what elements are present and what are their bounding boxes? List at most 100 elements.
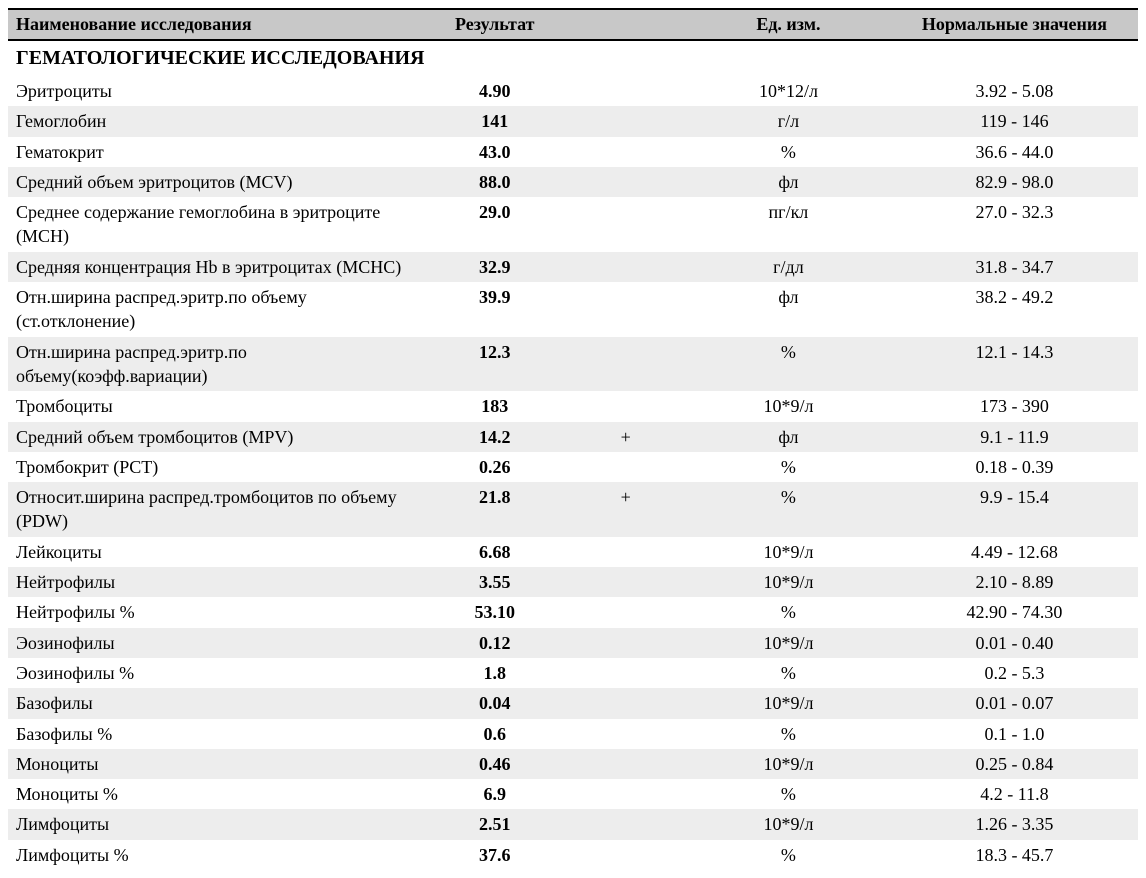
cell-result: 53.10	[424, 597, 566, 627]
table-row: Нейтрофилы3.5510*9/л2.10 - 8.89	[8, 567, 1138, 597]
cell-reference: 36.6 - 44.0	[891, 137, 1138, 167]
cell-reference: 0.18 - 0.39	[891, 452, 1138, 482]
cell-result: 14.2	[424, 422, 566, 452]
cell-unit: 10*9/л	[686, 688, 891, 718]
cell-test-name: Среднее содержание гемоглобина в эритроц…	[8, 197, 424, 252]
cell-test-name: Отн.ширина распред.эритр.по объему(коэфф…	[8, 337, 424, 392]
cell-result: 0.46	[424, 749, 566, 779]
cell-result: 0.04	[424, 688, 566, 718]
cell-result: 29.0	[424, 197, 566, 252]
cell-reference: 3.92 - 5.08	[891, 76, 1138, 106]
cell-flag: +	[566, 482, 686, 537]
table-row: Отн.ширина распред.эритр.по объему(коэфф…	[8, 337, 1138, 392]
cell-result: 1.8	[424, 658, 566, 688]
cell-unit: %	[686, 779, 891, 809]
cell-flag	[566, 167, 686, 197]
cell-test-name: Отн.ширина распред.эритр.по объему (ст.о…	[8, 282, 424, 337]
cell-flag	[566, 137, 686, 167]
cell-flag	[566, 840, 686, 870]
cell-flag	[566, 76, 686, 106]
cell-result: 39.9	[424, 282, 566, 337]
cell-reference: 9.9 - 15.4	[891, 482, 1138, 537]
header-result: Результат	[424, 9, 566, 40]
cell-flag	[566, 252, 686, 282]
table-row: Нейтрофилы %53.10%42.90 - 74.30	[8, 597, 1138, 627]
table-row: Лимфоциты %37.6%18.3 - 45.7	[8, 840, 1138, 870]
cell-unit: г/л	[686, 106, 891, 136]
cell-unit: %	[686, 482, 891, 537]
cell-flag	[566, 809, 686, 839]
cell-reference: 0.2 - 5.3	[891, 658, 1138, 688]
cell-flag: +	[566, 422, 686, 452]
header-flag	[566, 9, 686, 40]
cell-result: 88.0	[424, 167, 566, 197]
cell-reference: 173 - 390	[891, 391, 1138, 421]
cell-flag	[566, 749, 686, 779]
cell-reference: 4.49 - 12.68	[891, 537, 1138, 567]
cell-test-name: Средний объем эритроцитов (MCV)	[8, 167, 424, 197]
cell-unit: %	[686, 658, 891, 688]
cell-test-name: Базофилы	[8, 688, 424, 718]
cell-flag	[566, 719, 686, 749]
table-header-row: Наименование исследования Результат Ед. …	[8, 9, 1138, 40]
cell-flag	[566, 282, 686, 337]
cell-test-name: Лейкоциты	[8, 537, 424, 567]
cell-test-name: Базофилы %	[8, 719, 424, 749]
cell-flag	[566, 197, 686, 252]
cell-unit: 10*12/л	[686, 76, 891, 106]
header-unit: Ед. изм.	[686, 9, 891, 40]
cell-reference: 27.0 - 32.3	[891, 197, 1138, 252]
cell-result: 141	[424, 106, 566, 136]
cell-reference: 0.25 - 0.84	[891, 749, 1138, 779]
cell-flag	[566, 628, 686, 658]
cell-unit: 10*9/л	[686, 567, 891, 597]
cell-test-name: Средний объем тромбоцитов (MPV)	[8, 422, 424, 452]
cell-reference: 31.8 - 34.7	[891, 252, 1138, 282]
cell-flag	[566, 597, 686, 627]
table-row: Лейкоциты6.6810*9/л4.49 - 12.68	[8, 537, 1138, 567]
table-row: Отн.ширина распред.эритр.по объему (ст.о…	[8, 282, 1138, 337]
cell-reference: 82.9 - 98.0	[891, 167, 1138, 197]
cell-unit: 10*9/л	[686, 391, 891, 421]
cell-reference: 0.01 - 0.07	[891, 688, 1138, 718]
cell-reference: 42.90 - 74.30	[891, 597, 1138, 627]
section-title: ГЕМАТОЛОГИЧЕСКИЕ ИССЛЕДОВАНИЯ	[8, 40, 1138, 76]
cell-test-name: Тромбоциты	[8, 391, 424, 421]
cell-test-name: Относит.ширина распред.тромбоцитов по об…	[8, 482, 424, 537]
table-row: Среднее содержание гемоглобина в эритроц…	[8, 197, 1138, 252]
table-body: ГЕМАТОЛОГИЧЕСКИЕ ИССЛЕДОВАНИЯ Эритроциты…	[8, 40, 1138, 870]
cell-unit: %	[686, 840, 891, 870]
cell-result: 6.9	[424, 779, 566, 809]
table-row: Средняя концентрация Hb в эритроцитах (M…	[8, 252, 1138, 282]
table-row: Средний объем эритроцитов (MCV)88.0 фл82.…	[8, 167, 1138, 197]
cell-unit: 10*9/л	[686, 749, 891, 779]
cell-reference: 12.1 - 14.3	[891, 337, 1138, 392]
cell-result: 12.3	[424, 337, 566, 392]
cell-result: 2.51	[424, 809, 566, 839]
cell-unit: %	[686, 719, 891, 749]
cell-unit: 10*9/л	[686, 628, 891, 658]
table-row: Тромбокрит (PCT)0.26%0.18 - 0.39	[8, 452, 1138, 482]
cell-test-name: Средняя концентрация Hb в эритроцитах (M…	[8, 252, 424, 282]
cell-reference: 2.10 - 8.89	[891, 567, 1138, 597]
cell-unit: 10*9/л	[686, 537, 891, 567]
cell-unit: фл	[686, 282, 891, 337]
cell-result: 183	[424, 391, 566, 421]
table-row: Эритроциты4.9010*12/л3.92 - 5.08	[8, 76, 1138, 106]
table-row: Средний объем тромбоцитов (MPV)14.2+фл9.…	[8, 422, 1138, 452]
header-name: Наименование исследования	[8, 9, 424, 40]
cell-result: 37.6	[424, 840, 566, 870]
cell-reference: 1.26 - 3.35	[891, 809, 1138, 839]
cell-reference: 0.01 - 0.40	[891, 628, 1138, 658]
cell-flag	[566, 658, 686, 688]
cell-unit: фл	[686, 167, 891, 197]
cell-reference: 18.3 - 45.7	[891, 840, 1138, 870]
table-row: Тромбоциты183 10*9/л173 - 390	[8, 391, 1138, 421]
table-row: Эозинофилы %1.8%0.2 - 5.3	[8, 658, 1138, 688]
lab-results-table: Наименование исследования Результат Ед. …	[8, 8, 1138, 870]
cell-result: 0.12	[424, 628, 566, 658]
cell-test-name: Тромбокрит (PCT)	[8, 452, 424, 482]
cell-test-name: Лимфоциты	[8, 809, 424, 839]
cell-reference: 0.1 - 1.0	[891, 719, 1138, 749]
cell-unit: %	[686, 452, 891, 482]
